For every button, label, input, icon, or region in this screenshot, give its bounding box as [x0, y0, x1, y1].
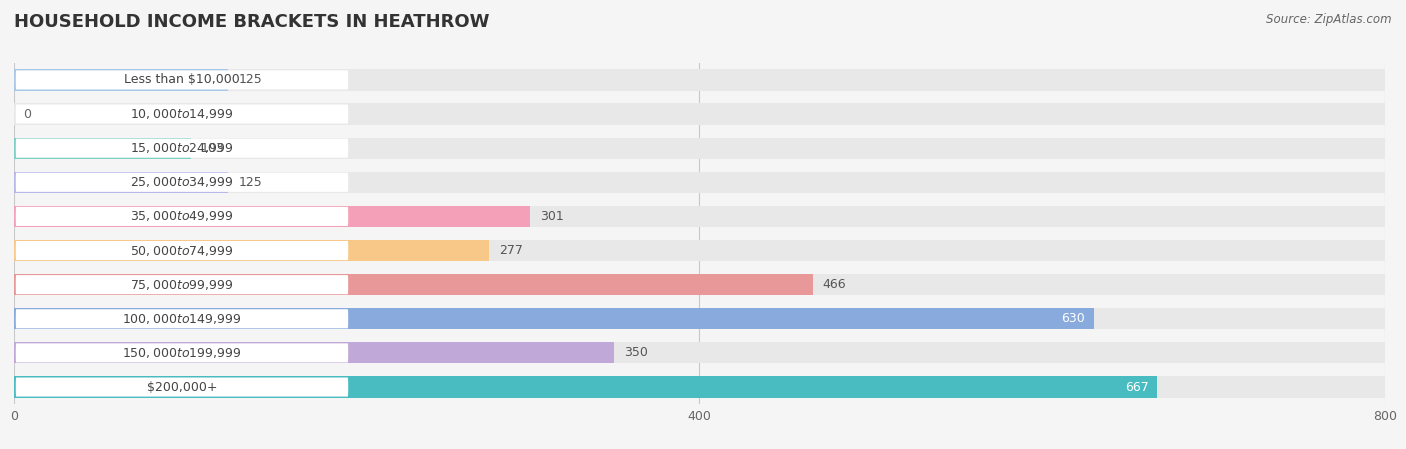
Text: $10,000 to $14,999: $10,000 to $14,999: [131, 107, 233, 121]
Text: 125: 125: [239, 176, 263, 189]
Bar: [14, 376, 1157, 398]
Bar: [14, 103, 1385, 125]
Bar: [14, 308, 1094, 330]
FancyBboxPatch shape: [15, 173, 349, 192]
Text: Source: ZipAtlas.com: Source: ZipAtlas.com: [1267, 13, 1392, 26]
FancyBboxPatch shape: [15, 378, 349, 396]
Bar: [14, 342, 614, 364]
FancyBboxPatch shape: [15, 70, 349, 89]
Text: $15,000 to $24,999: $15,000 to $24,999: [131, 141, 233, 155]
Bar: [14, 206, 1385, 227]
Bar: [14, 137, 1385, 159]
Text: $35,000 to $49,999: $35,000 to $49,999: [131, 209, 233, 224]
Bar: [14, 274, 1385, 295]
Text: $50,000 to $74,999: $50,000 to $74,999: [131, 243, 233, 258]
Bar: [14, 240, 1385, 261]
Bar: [14, 376, 1385, 398]
FancyBboxPatch shape: [15, 207, 349, 226]
Bar: [14, 172, 1385, 193]
Text: 0: 0: [22, 108, 31, 120]
FancyBboxPatch shape: [15, 139, 349, 158]
Bar: [14, 274, 813, 295]
Text: 350: 350: [624, 347, 648, 359]
Bar: [14, 172, 228, 193]
Text: $75,000 to $99,999: $75,000 to $99,999: [131, 277, 233, 292]
Text: $25,000 to $34,999: $25,000 to $34,999: [131, 175, 233, 189]
Text: $200,000+: $200,000+: [146, 381, 218, 393]
Bar: [14, 206, 530, 227]
FancyBboxPatch shape: [15, 105, 349, 123]
Text: 277: 277: [499, 244, 523, 257]
Text: $150,000 to $199,999: $150,000 to $199,999: [122, 346, 242, 360]
FancyBboxPatch shape: [15, 275, 349, 294]
Text: $100,000 to $149,999: $100,000 to $149,999: [122, 312, 242, 326]
Bar: [14, 69, 1385, 91]
Text: 630: 630: [1062, 313, 1085, 325]
Text: 667: 667: [1125, 381, 1149, 393]
Bar: [14, 137, 191, 159]
Text: 466: 466: [823, 278, 846, 291]
FancyBboxPatch shape: [15, 343, 349, 362]
FancyBboxPatch shape: [15, 309, 349, 328]
Text: 103: 103: [201, 142, 225, 154]
Bar: [14, 69, 228, 91]
Text: HOUSEHOLD INCOME BRACKETS IN HEATHROW: HOUSEHOLD INCOME BRACKETS IN HEATHROW: [14, 13, 489, 31]
Bar: [14, 240, 489, 261]
Bar: [14, 308, 1385, 330]
FancyBboxPatch shape: [15, 241, 349, 260]
Text: Less than $10,000: Less than $10,000: [124, 74, 240, 86]
Text: 301: 301: [540, 210, 564, 223]
Bar: [14, 342, 1385, 364]
Text: 125: 125: [239, 74, 263, 86]
